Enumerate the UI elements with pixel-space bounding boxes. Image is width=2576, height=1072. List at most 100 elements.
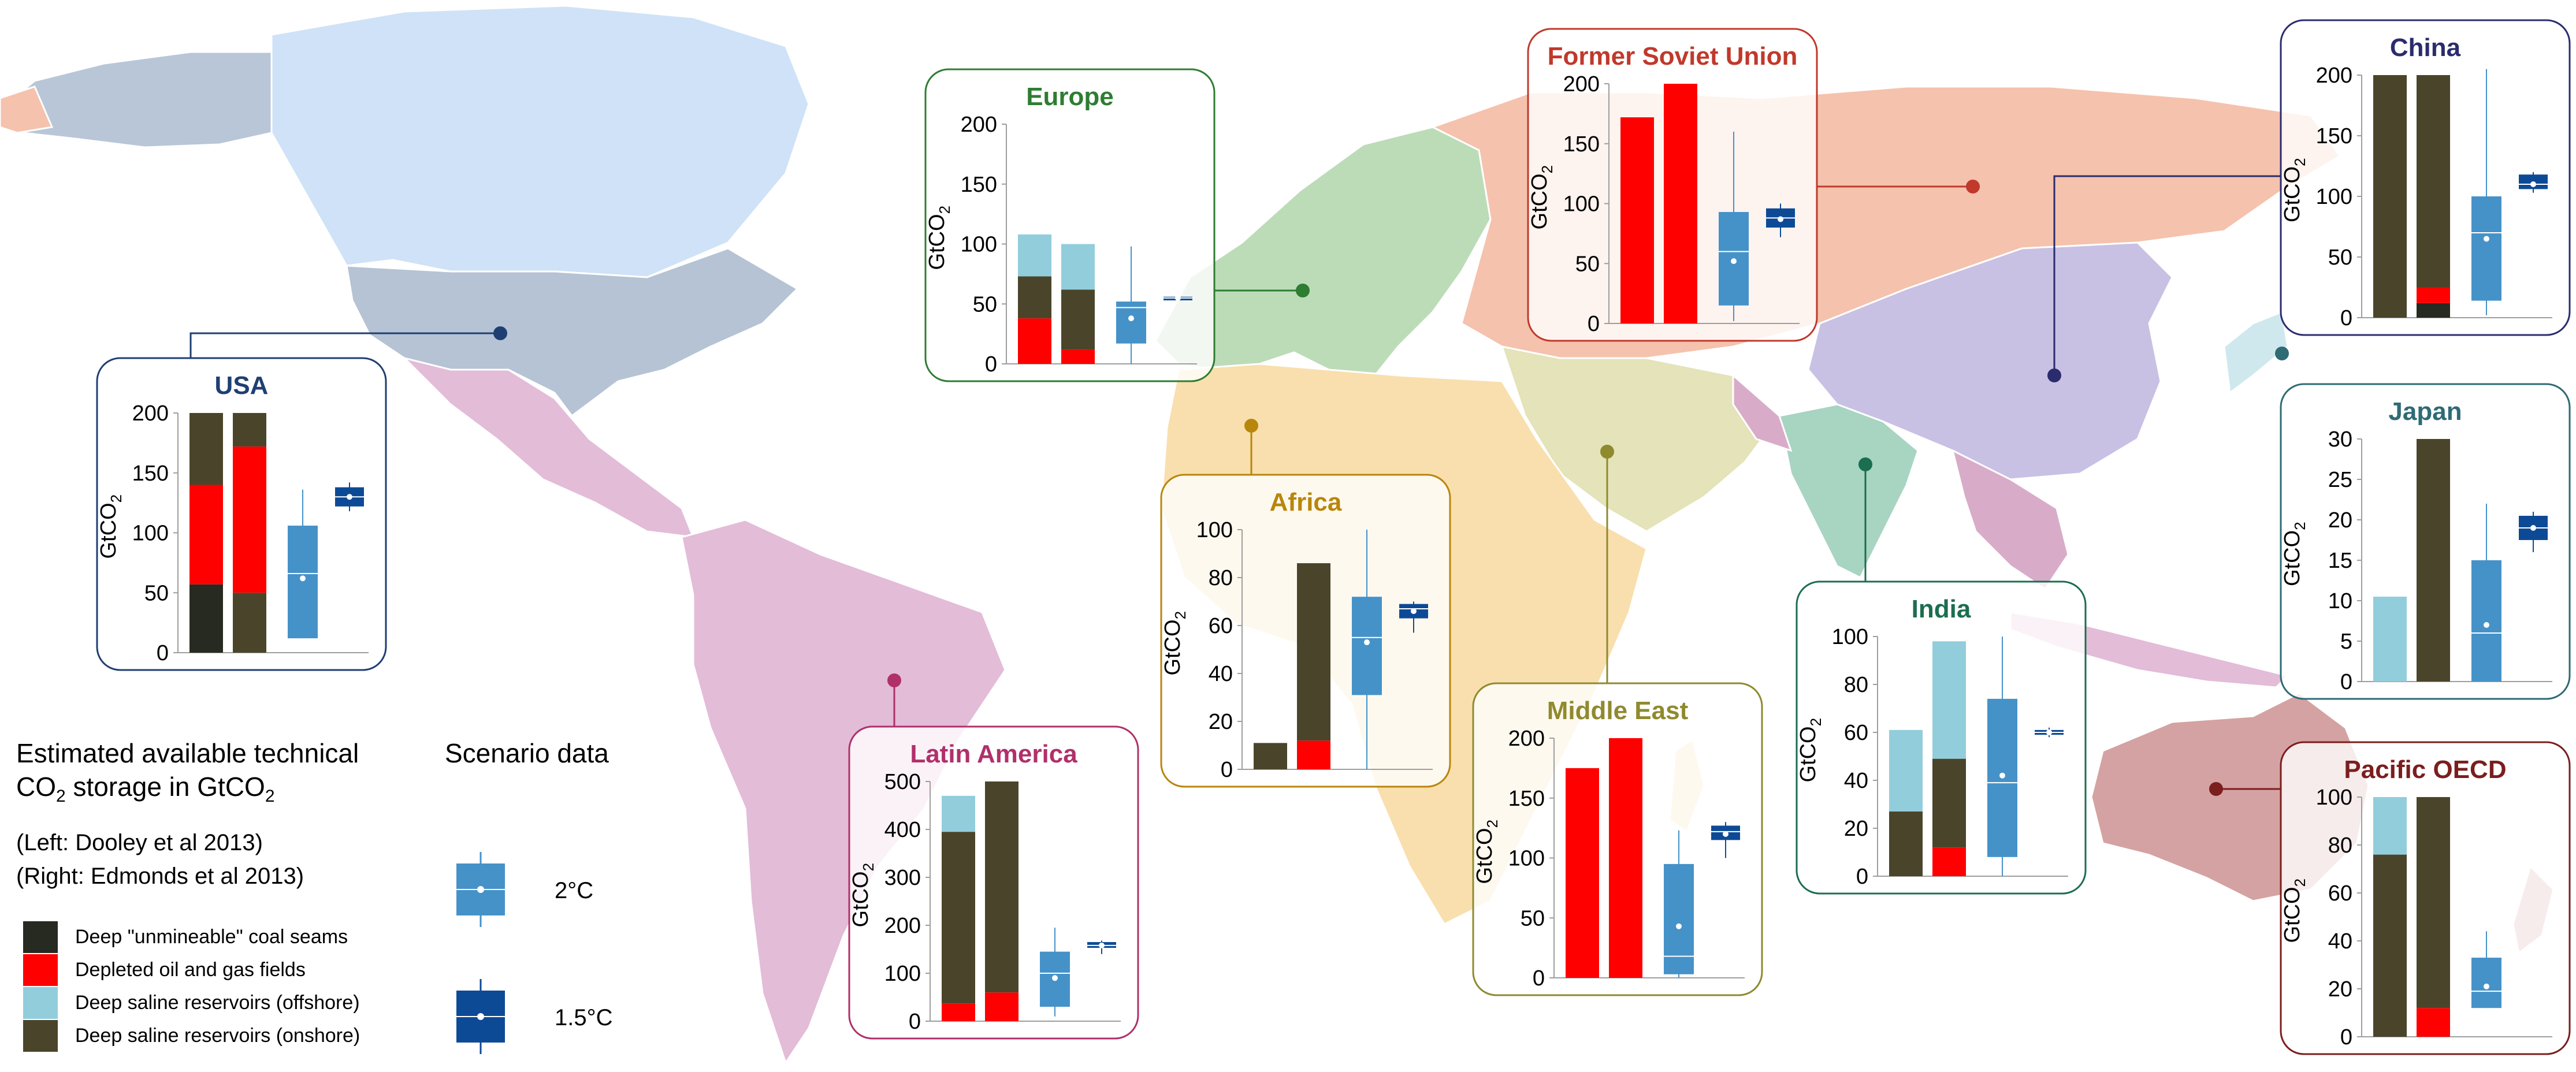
former-soviet-union-y-label-text: GtCO: [1527, 173, 1552, 229]
japan-title: Japan: [2388, 397, 2462, 426]
india-y-tick-label: 100: [1832, 625, 1868, 649]
china-y-tick-label: 0: [2340, 306, 2352, 330]
pacific-oecd-y-tick-label: 60: [2328, 881, 2352, 906]
middle-east-y-label-sub: 2: [1484, 820, 1501, 828]
europe-y-label-text: GtCO: [925, 214, 949, 270]
latin-america-y-tick-label: 300: [884, 866, 921, 890]
former-soviet-union-y-label-sub: 2: [1538, 165, 1556, 173]
africa-bar-2-segment: [1297, 563, 1330, 741]
middle-east-location-dot: [1600, 445, 1614, 459]
former-soviet-union-y-tick-label: 150: [1563, 132, 1600, 157]
china-bar-2-segment: [2417, 287, 2450, 303]
legend-co-text: CO: [16, 772, 56, 802]
japan-y-tick-label: 5: [2340, 630, 2352, 654]
india-scenario-2c-mean: [1999, 772, 2005, 779]
former-soviet-union-scenario-2c-mean: [1731, 258, 1737, 265]
usa-scenario-2c-box: [288, 526, 318, 639]
pacific-oecd-y-label-sub: 2: [2291, 879, 2309, 887]
africa-y-label: GtCO2: [1161, 611, 1189, 676]
usa-y-tick-label: 150: [132, 461, 169, 486]
scenario-mean: [477, 886, 484, 893]
china-title: China: [2390, 34, 2461, 62]
former-soviet-union-y-label: GtCO2: [1527, 165, 1556, 230]
japan-y-tick-label: 15: [2328, 549, 2352, 573]
map-usa: [345, 247, 799, 418]
latin-america-title: Latin America: [910, 740, 1077, 768]
legend-items: Deep "unmineable" coal seams Depleted oil…: [23, 921, 360, 1052]
usa-scenario-1-5c-mean: [347, 494, 352, 500]
africa-y-tick-label: 100: [1196, 518, 1233, 542]
europe-bar-2-segment: [1061, 289, 1095, 350]
china-panel: China 0 50 100 150 200 GtCO2: [2280, 19, 2571, 336]
japan-scenario-2c-box: [2471, 560, 2501, 682]
scenario-legend-items: 2°C 1.5°C: [456, 852, 613, 1054]
former-soviet-union-y-tick-label: 0: [1588, 312, 1600, 336]
africa-y-tick-label: 40: [1209, 662, 1233, 686]
japan-bar-2-segment: [2417, 439, 2450, 682]
japan-y-label-sub: 2: [2291, 522, 2309, 530]
latin-america-bar-2-segment: [985, 992, 1018, 1021]
latin-america-y-tick-label: 400: [884, 818, 921, 842]
europe-scenario-2c-mean: [1128, 315, 1134, 322]
europe-y-tick-label: 200: [961, 113, 997, 137]
usa-location-dot: [493, 326, 507, 340]
pacific-oecd-y-tick-label: 80: [2328, 833, 2352, 858]
middle-east-scenario-1-5c-mean: [1723, 831, 1729, 837]
india-y-label: GtCO2: [1796, 718, 1824, 783]
latin-america-bar-1-segment: [942, 832, 975, 1004]
china-scenario-1-5c-mean: [2530, 181, 2536, 187]
middle-east-y-tick-label: 50: [1521, 906, 1545, 930]
middle-east-y-label: GtCO2: [1473, 820, 1501, 884]
africa-location-dot: [1244, 419, 1258, 433]
china-bar-1-segment: [2373, 75, 2407, 318]
usa-bar-1-segment: [189, 413, 223, 485]
pacific-oecd-y-label: GtCO2: [2280, 879, 2309, 943]
latin-america-y-label-sub: 2: [860, 863, 877, 871]
africa-y-label-text: GtCO: [1161, 619, 1185, 675]
usa-bar-1-segment: [189, 584, 223, 653]
china-bar-2-segment: [2417, 75, 2450, 288]
usa-panel: USA 0 50 100 150 200 GtCO2: [96, 357, 387, 671]
europe-bar-1-segment: [1018, 318, 1051, 364]
europe-y-tick-label: 50: [973, 292, 997, 317]
middle-east-y-tick-label: 150: [1508, 787, 1545, 811]
india-bar-2-segment: [1932, 641, 1966, 759]
middle-east-scenario-2c-mean: [1676, 923, 1682, 929]
latin-america-bar-1-segment: [942, 1003, 975, 1021]
china-bar-2-segment: [2417, 303, 2450, 318]
india-panel: India 0 20 40 60 80 100 GtCO2: [1796, 580, 2087, 895]
africa-y-tick-label: 0: [1221, 758, 1233, 782]
africa-scenario-2c-box: [1352, 597, 1382, 695]
japan-scenario-1-5c-mean: [2530, 525, 2536, 531]
japan-bar-1-segment: [2373, 597, 2407, 682]
usa-bar-2-segment: [233, 593, 266, 653]
map-india: [1778, 403, 1919, 579]
japan-location-dot: [2275, 347, 2289, 360]
former-soviet-union-title: Former Soviet Union: [1548, 42, 1798, 70]
usa-y-tick-label: 200: [132, 401, 169, 426]
europe-panel: Europe 0 50 100 150 200 GtCO2: [924, 68, 1215, 382]
pacific-oecd-panel: Pacific OECD 0 20 40 60 80 100 GtCO2: [2280, 741, 2571, 1055]
usa-y-label-sub: 2: [107, 494, 125, 502]
africa-scenario-2c-mean: [1364, 639, 1370, 646]
pacific-oecd-bar-1-segment: [2373, 854, 2407, 1037]
scenario-label: 1.5°C: [555, 1005, 613, 1030]
india-y-label-text: GtCO: [1796, 726, 1820, 782]
map-mexico-central-america: [402, 356, 695, 538]
china-scenario-2c-mean: [2484, 236, 2489, 242]
legend-swatch: [23, 987, 58, 1019]
middle-east-title: Middle East: [1547, 697, 1689, 725]
europe-y-label: GtCO2: [925, 206, 953, 270]
former-soviet-union-y-tick-label: 200: [1563, 72, 1600, 96]
legend-item-label: Deep "unmineable" coal seams: [75, 926, 348, 948]
map-japan: [2223, 310, 2289, 394]
europe-title: Europe: [1026, 83, 1114, 111]
africa-y-tick-label: 20: [1209, 710, 1233, 734]
europe-bar-2-segment: [1061, 349, 1095, 364]
india-y-label-sub: 2: [1807, 718, 1824, 726]
india-y-tick-label: 0: [1856, 865, 1868, 889]
india-scenario-1-5c-mean: [2046, 729, 2052, 735]
india-y-tick-label: 20: [1844, 817, 1868, 841]
legend-gtco-sub: 2: [265, 787, 275, 806]
middle-east-y-tick-label: 100: [1508, 847, 1545, 871]
